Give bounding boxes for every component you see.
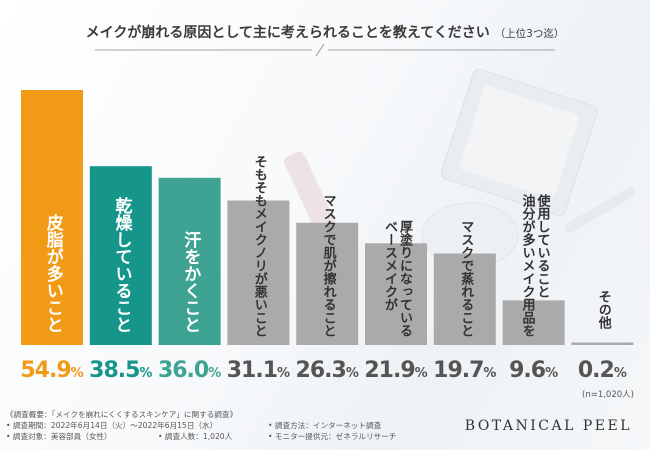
value-number-8: 9.6 xyxy=(509,358,546,383)
value-label-5: 26.3% xyxy=(292,358,362,383)
bar-label-4: そもそもメイクノリが悪いこと xyxy=(251,155,267,337)
bar-5 xyxy=(296,222,359,345)
bar-label-6-line-1: 厚塗りになっている xyxy=(396,220,412,337)
bar-label-8-line-1: 使用していること xyxy=(534,194,550,298)
brush-shape xyxy=(564,187,636,233)
value-unit-4: % xyxy=(277,366,291,381)
survey-method: • 調査方法：インターネット調査 xyxy=(268,421,382,430)
value-number-7: 19.7 xyxy=(433,358,484,383)
survey-provider: • モニター提供元：ゼネラルリサーチ xyxy=(268,432,397,441)
survey-period: • 調査期間：2022年6月14日（火）〜2022年6月15日（水） xyxy=(6,421,218,430)
value-number-1: 54.9 xyxy=(20,358,71,383)
value-number-4: 31.1 xyxy=(226,358,278,383)
bar-label-6: 厚塗りになっている ベースメイクが xyxy=(381,220,412,337)
chart-title-sub: （上位3つ迄） xyxy=(494,28,565,40)
brand-logo: BOTANICAL PEEL xyxy=(464,418,632,434)
value-label-9: 0.2% xyxy=(567,358,637,383)
bar-3 xyxy=(158,177,221,345)
bar-9 xyxy=(571,342,634,345)
chart-title-main: メイクが崩れる原因として主に考えられることを教えてください xyxy=(85,25,490,41)
chart-title: メイクが崩れる原因として主に考えられることを教えてください （上位3つ迄） xyxy=(0,22,650,42)
value-unit-1: % xyxy=(70,366,84,381)
bar-label-2-line-1: 乾燥していること xyxy=(111,197,132,333)
value-unit-2: % xyxy=(139,366,153,381)
survey-heading: 《調査概要：「メイクを崩れにくくするスキンケア」に関する調査》 xyxy=(6,410,238,419)
value-unit-3: % xyxy=(208,366,222,381)
value-label-8: 9.6% xyxy=(499,358,569,383)
bar-1 xyxy=(21,90,83,345)
bar-label-5: マスクで肌が擦れること xyxy=(320,194,336,337)
value-unit-5: % xyxy=(345,366,359,381)
survey-count: • 調査人数：1,020人 xyxy=(158,432,233,441)
value-label-7: 19.7% xyxy=(430,358,500,383)
bar-label-1: 皮脂が多いこと xyxy=(42,214,63,333)
bar-label-9: その他 xyxy=(595,290,611,329)
title-underline xyxy=(95,44,555,57)
bar-7 xyxy=(433,253,496,345)
value-label-6: 21.9% xyxy=(361,358,431,383)
bar-6 xyxy=(365,243,427,345)
value-number-2: 38.5 xyxy=(89,358,140,383)
bar-label-1-line-1: 皮脂が多いこと xyxy=(42,214,63,333)
value-number-6: 21.9 xyxy=(364,358,415,383)
value-label-1: 54.9% xyxy=(17,358,87,383)
bar-label-7-line-1: マスクで蒸れること xyxy=(458,220,474,337)
bar-label-3-line-1: 汗をかくこと xyxy=(180,231,201,333)
bar-2 xyxy=(89,166,152,345)
bar-label-4-line-1: そもそもメイクノリが悪いこと xyxy=(251,155,267,337)
value-unit-6: % xyxy=(414,366,428,381)
survey-target: • 調査対象：美容部員（女性） xyxy=(6,432,112,441)
bar-label-3: 汗をかくこと xyxy=(180,231,200,333)
value-label-2: 38.5% xyxy=(86,358,156,383)
compact-mirror xyxy=(459,85,580,199)
bar-label-2: 乾燥していること xyxy=(111,197,132,333)
value-label-4: 31.1% xyxy=(223,358,293,383)
bar-4 xyxy=(227,200,290,345)
bar-label-8-line-2: 油分が多いメイク用品を xyxy=(519,194,535,337)
value-number-5: 26.3 xyxy=(295,358,347,383)
sample-size-note: (n=1,020人) xyxy=(582,390,634,400)
bar-label-5-line-1: マスクで肌が擦れること xyxy=(320,194,336,337)
bar-8 xyxy=(502,300,565,345)
value-number-3: 36.0 xyxy=(157,358,209,383)
bar-label-6-line-2: ベースメイクが xyxy=(382,220,398,311)
value-unit-8: % xyxy=(545,366,559,381)
value-unit-9: % xyxy=(613,366,627,381)
lipstick-shape xyxy=(283,151,339,239)
value-label-3: 36.0% xyxy=(155,358,225,383)
bar-label-8: 使用していること 油分が多いメイク用品を xyxy=(519,194,550,337)
bar-label-9-line-1: その他 xyxy=(595,290,611,329)
value-unit-7: % xyxy=(483,366,497,381)
value-number-9: 0.2 xyxy=(577,358,615,383)
bar-label-7: マスクで蒸れること xyxy=(457,220,474,337)
